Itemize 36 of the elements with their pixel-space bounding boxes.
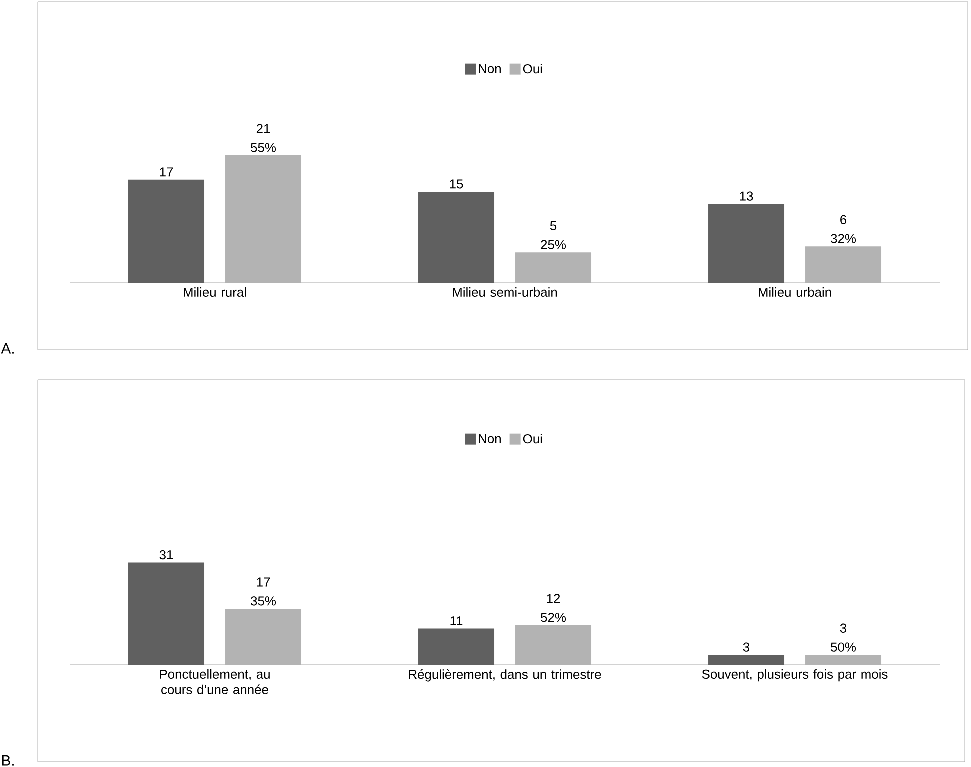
text: B.: [2, 756, 14, 766]
bar: [806, 246, 882, 283]
x-tick-label: Ponctuellement, au cours d’une année: [160, 669, 270, 694]
x-tick-label: Souvent, plusieurs fois par mois: [702, 669, 888, 682]
bar: [128, 562, 205, 665]
bar: [226, 156, 302, 283]
x-tick-label: Milieu urbain: [759, 287, 832, 298]
data-label: 15: [450, 180, 464, 189]
text: A.: [1, 344, 14, 354]
data-label: 5 25%: [541, 221, 566, 250]
data-label: 6 32%: [831, 215, 856, 244]
bar: [708, 655, 785, 665]
legend-label: Oui: [523, 434, 542, 444]
legend-label: Non: [479, 64, 501, 74]
bar: [806, 655, 882, 665]
bar: [128, 180, 205, 283]
data-label: 17: [160, 168, 174, 177]
bar: [516, 625, 592, 665]
legend-label: Non: [479, 434, 501, 444]
data-label: 11: [450, 616, 463, 626]
data-label: 13: [740, 192, 754, 201]
x-tick-label: Milieu semi-urbain: [453, 287, 558, 298]
data-label: 31: [160, 550, 174, 560]
bar: [226, 608, 302, 665]
x-tick-label: Milieu rural: [184, 287, 246, 298]
data-label: 3 50%: [831, 624, 856, 652]
bar: [516, 252, 592, 283]
data-label: 21 55%: [251, 124, 276, 152]
legend-label: Oui: [523, 64, 542, 74]
bar: [418, 192, 495, 283]
bar: [418, 628, 495, 665]
data-label: 3: [743, 642, 750, 652]
x-tick-label: Régulièrement, dans un trimestre: [409, 670, 602, 682]
data-label: 17 35%: [251, 578, 276, 606]
bar: [708, 204, 785, 283]
data-label: 12 52%: [541, 594, 566, 622]
